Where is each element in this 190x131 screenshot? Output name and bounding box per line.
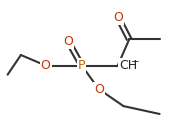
Text: O: O — [113, 10, 123, 24]
Text: O: O — [63, 35, 73, 48]
Text: O: O — [94, 83, 104, 96]
Text: −: − — [131, 57, 139, 67]
Text: O: O — [41, 59, 51, 72]
Text: CH: CH — [119, 59, 137, 72]
Text: P: P — [78, 59, 86, 72]
